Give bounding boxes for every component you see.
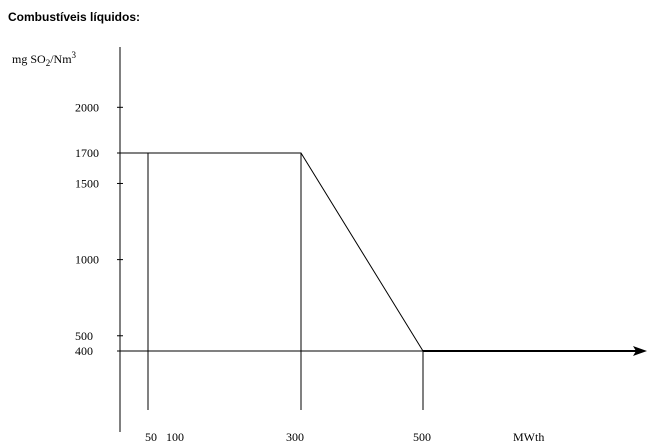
x-tick-label: 100 bbox=[166, 430, 184, 443]
y-tick-label: 1700 bbox=[75, 146, 99, 160]
x-axis-label: MWth bbox=[513, 430, 544, 443]
x-tick-label: 500 bbox=[413, 430, 431, 443]
x-tick-label: 50 bbox=[145, 430, 157, 443]
limit-curve bbox=[148, 152, 637, 352]
y-tick-label: 500 bbox=[75, 329, 93, 343]
x-axis-arrow-head bbox=[633, 346, 647, 356]
y-tick-label: 2000 bbox=[75, 100, 99, 114]
y-tick-label: 1500 bbox=[75, 176, 99, 190]
y-tick-label: 1000 bbox=[75, 253, 99, 267]
chart-title: Combustíveis líquidos: bbox=[8, 10, 141, 24]
x-tick-label: 300 bbox=[286, 430, 304, 443]
y-tick-label: 400 bbox=[75, 344, 93, 358]
y-axis-label: mg SO2/Nm3 bbox=[12, 50, 77, 68]
lines-layer bbox=[117, 47, 647, 432]
